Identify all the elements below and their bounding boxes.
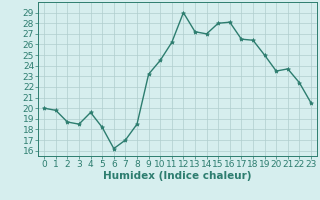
X-axis label: Humidex (Indice chaleur): Humidex (Indice chaleur): [103, 171, 252, 181]
